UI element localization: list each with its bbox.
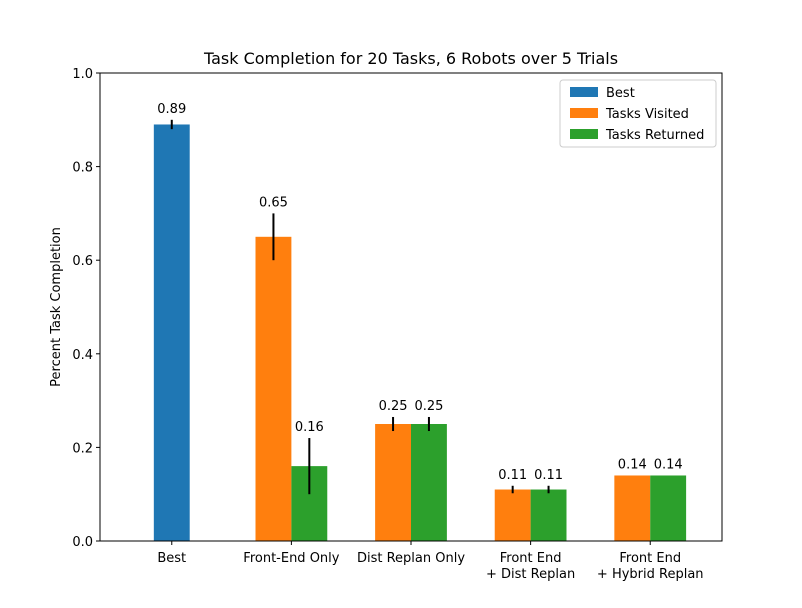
legend-label: Tasks Visited [605,107,689,122]
data-label: 0.14 [618,457,647,472]
bars-layer [153,124,687,542]
y-tick-label: 0.2 [72,441,93,456]
y-axis-ticks: 0.0 0.2 0.4 0.6 0.8 1.0 [72,67,100,550]
legend-swatch [570,129,598,139]
bar [255,236,292,542]
chart-title: Task Completion for 20 Tasks, 6 Robots o… [203,49,618,68]
error-bars-layer [170,119,550,495]
x-tick-label: Front End [500,551,562,566]
legend-box [559,79,717,148]
data-label: 0.11 [498,468,527,483]
x-axis-ticks: Best Front-End Only Dist Replan Only Front … [157,541,704,582]
data-label: 0.25 [414,399,443,414]
bar [375,424,411,541]
legend[interactable]: Best Tasks Visited Tasks Returned [559,79,717,148]
data-labels-layer: 0.89 0.65 0.25 0.11 0.14 0.16 0.25 0.11 0.14 [157,102,682,483]
data-label: 0.14 [654,457,683,472]
x-tick-label: Front-End Only [243,551,339,566]
bar [650,475,687,541]
x-tick-label: + Dist Replan [486,567,575,582]
y-tick-label: 0.6 [72,254,93,269]
data-label: 0.16 [295,420,324,435]
x-tick-label: Best [157,551,186,566]
x-tick-label: Dist Replan Only [357,551,465,566]
bar [411,424,447,541]
y-tick-label: 0.4 [72,348,93,363]
y-axis-label: Percent Task Completion [49,227,64,387]
bar [494,489,531,541]
data-label: 0.25 [379,399,408,414]
legend-swatch [570,108,598,118]
legend-label: Tasks Returned [605,128,704,143]
y-tick-label: 1.0 [72,67,93,82]
y-tick-label: 0.0 [72,535,93,550]
x-tick-label: Front End [619,551,681,566]
data-label: 0.89 [157,102,186,117]
bar [530,489,567,541]
data-label: 0.11 [534,468,563,483]
bar [153,124,190,541]
data-label: 0.65 [259,195,288,210]
x-tick-label: + Hybrid Replan [597,567,704,582]
legend-swatch [570,87,598,97]
legend-label: Best [606,86,635,101]
y-tick-label: 0.8 [72,161,93,176]
bar [614,475,651,541]
